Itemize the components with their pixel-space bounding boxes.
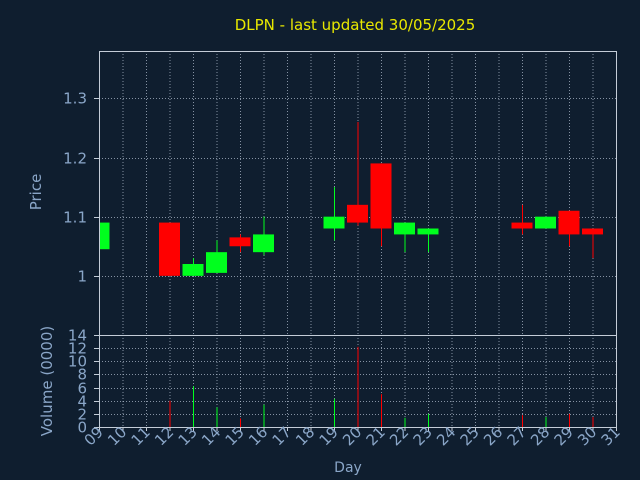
candle-day-9 (99, 222, 110, 250)
candle-day-28 (535, 216, 556, 229)
chart-title: DLPN - last updated 30/05/2025 (235, 16, 476, 34)
volume-bar-day-14 (216, 407, 218, 427)
volume-series (169, 346, 594, 427)
volume-bar-day-12 (169, 400, 171, 427)
candle-day-23 (417, 228, 439, 253)
candle-day-19 (323, 187, 345, 241)
candle-body (582, 228, 603, 235)
candle-body (99, 222, 110, 250)
candle-body (511, 222, 533, 229)
day-tick-labels: 0910111213141516171819202122232425262728… (81, 423, 624, 449)
candle-body (253, 234, 274, 253)
volume-tick-label: 6 (77, 380, 87, 398)
candle-body (347, 204, 368, 223)
candle-body (323, 216, 345, 229)
price-tick-label: 1 (77, 268, 87, 286)
candle-day-22 (394, 222, 415, 253)
day-axis-label: Day (334, 460, 362, 476)
volume-bar-day-13 (193, 386, 194, 427)
candle-day-16 (253, 216, 274, 256)
volume-tick-label: 8 (77, 366, 87, 384)
volume-tick-label: 12 (68, 340, 87, 358)
candle-body (558, 210, 580, 235)
volume-tick-label: 4 (77, 393, 87, 411)
candle-day-12 (159, 222, 180, 276)
candle-day-21 (370, 163, 392, 247)
volume-tick-label: 10 (68, 353, 87, 371)
price-tick-labels: 1 1.1 1.2 1.3 (63, 90, 87, 286)
volume-bar-day-19 (334, 398, 335, 427)
candle-body (417, 228, 439, 235)
volume-bar-day-29 (569, 413, 570, 427)
volume-bar-day-16 (263, 404, 265, 427)
candle-day-27 (511, 204, 533, 235)
candle-body (182, 264, 204, 276)
volume-bar-day-22 (404, 417, 406, 427)
volume-axis-label: Volume (0000) (38, 326, 56, 436)
price-axis-label: Price (27, 174, 45, 211)
candle-body (535, 216, 556, 229)
candle-body (370, 163, 392, 229)
volume-tick-label: 14 (68, 327, 87, 345)
price-tick-label: 1.2 (63, 150, 87, 168)
candle-day-20 (347, 122, 368, 226)
candle-body (206, 252, 227, 273)
candle-day-30 (582, 228, 603, 259)
candle-day-14 (206, 240, 227, 273)
volume-bar-day-23 (428, 413, 429, 427)
volume-tick-label: 0 (77, 419, 87, 437)
volume-bar-day-28 (545, 417, 547, 427)
price-tick-label: 1.3 (63, 90, 87, 108)
candlestick-series (99, 122, 603, 276)
volume-bar-day-30 (592, 417, 594, 427)
price-tick-label: 1.1 (63, 209, 87, 227)
candle-body (159, 222, 180, 276)
candle-body (229, 237, 251, 247)
candle-body (394, 222, 415, 235)
candle-day-15 (229, 234, 251, 253)
candle-day-13 (182, 258, 204, 276)
volume-tick-label: 2 (77, 406, 87, 424)
volume-bar-day-15 (240, 418, 241, 427)
volume-bar-day-27 (522, 415, 523, 427)
volume-bar-day-21 (381, 394, 382, 427)
volume-bar-day-20 (357, 346, 359, 427)
candle-day-29 (558, 210, 580, 247)
